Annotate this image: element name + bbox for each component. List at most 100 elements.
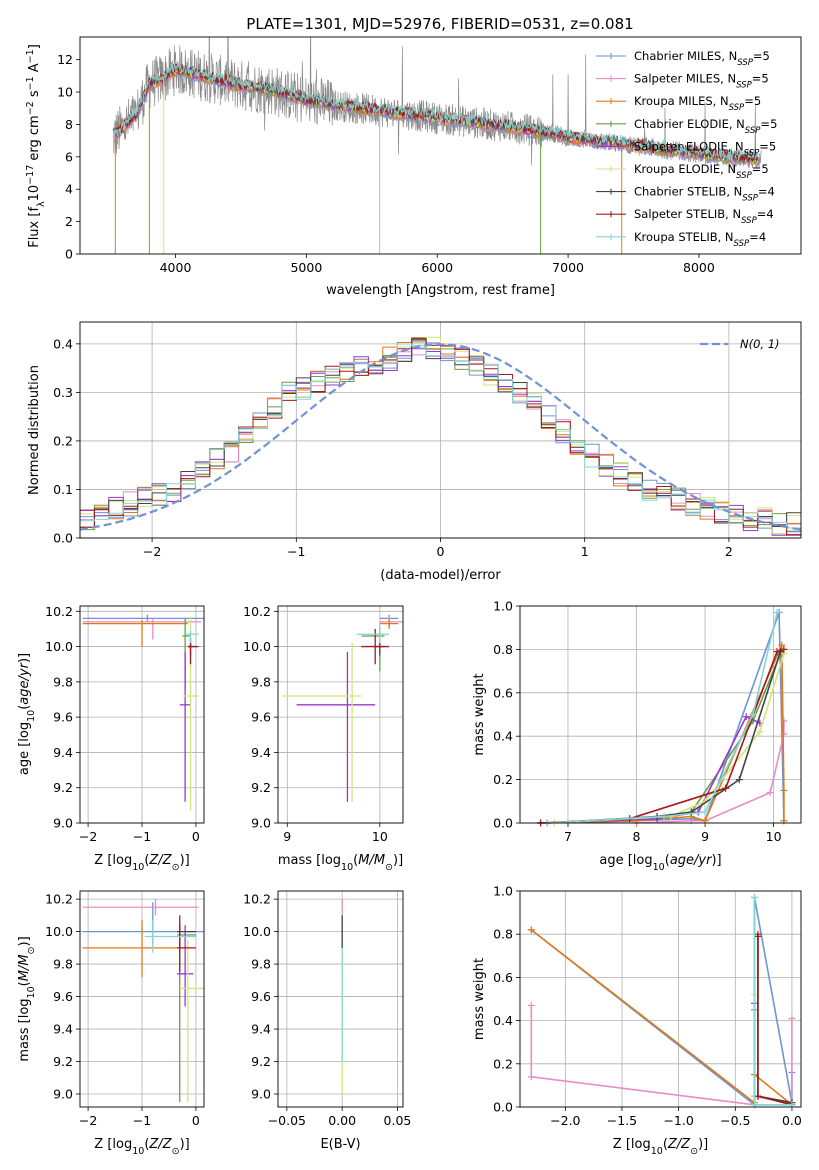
y-tick-label: 9.2	[53, 1054, 73, 1069]
y-axis-label: Normed distribution	[27, 365, 42, 495]
y-axis-label-part: ]	[27, 44, 42, 49]
legend-nssp-prefix: , N	[720, 162, 736, 176]
legend-label: Salpeter ELODIE, NSSP=5	[634, 139, 776, 158]
error-bar-point	[356, 625, 390, 644]
axes-frame	[79, 890, 205, 1108]
y-tick-label: 0.2	[493, 1056, 513, 1071]
y-tick-label: 9.4	[53, 745, 73, 760]
y-axis-label-part: )]	[17, 653, 32, 663]
legend-label: Salpeter MILES, NSSP=5	[634, 72, 769, 91]
x-axis-label-part: (	[353, 853, 358, 868]
y-tick-label: 10.0	[243, 924, 271, 939]
y-axis-label-part: −1	[25, 76, 36, 90]
weight-point-marker	[788, 1014, 796, 1022]
legend-nssp-equals: =	[759, 139, 769, 153]
x-axis-label-part: Z [log	[94, 1137, 132, 1152]
error-bar-point	[177, 925, 194, 1007]
error-bar-point	[296, 651, 376, 802]
error-bar-point	[179, 651, 191, 802]
x-tick-label: −0.5	[720, 1113, 750, 1128]
y-tick-label: 9.4	[251, 1022, 271, 1037]
x-axis-label-part: ⊙	[690, 1146, 698, 1157]
y-tick-label: 9.8	[251, 957, 271, 972]
y-tick-label: 0.0	[493, 1100, 513, 1115]
x-tick-label: 4000	[160, 260, 192, 275]
error-bar-point	[82, 614, 204, 622]
axes-frame	[79, 36, 802, 255]
x-axis-label: wavelength [Angstrom, rest frame]	[326, 283, 555, 298]
x-axis-label-part: M/M	[358, 853, 385, 868]
y-axis-label-part: −1	[25, 49, 36, 63]
mass-vs-ebv-panel: −0.05 0.00 0.05 9.0 9.2 9.4 9.6 9.8 10.0 10.2 E(B-…	[243, 890, 412, 1152]
y-tick-label: 4	[65, 182, 73, 197]
legend-nssp-value: 5	[770, 117, 777, 131]
y-tick-label: 10	[57, 85, 73, 100]
y-tick-label: 9.8	[53, 674, 73, 689]
y-tick-label: 9.4	[53, 1022, 73, 1037]
y-tick-label: 9.2	[251, 1054, 271, 1069]
x-tick-label: 0.05	[384, 1113, 412, 1128]
y-tick-label: 0.0	[53, 531, 73, 546]
x-axis-label-part: Z [log	[613, 1137, 651, 1152]
weight-point-marker	[766, 789, 774, 797]
legend-series-name: Kroupa STELIB	[634, 230, 718, 244]
x-axis-label: Z [log10(Z/Z⊙)]	[94, 853, 189, 873]
x-axis-label-part: )]	[180, 1137, 190, 1152]
legend-nssp-equals: =	[758, 185, 768, 199]
x-tick-label: 0	[192, 1113, 200, 1128]
legend-series-name: Salpeter MILES	[634, 72, 720, 86]
y-tick-label: 0.0	[493, 816, 513, 831]
normal-curve	[80, 343, 801, 531]
x-tick-label: −2.0	[550, 1113, 580, 1128]
legend-label: Kroupa STELIB, NSSP=4	[634, 230, 766, 249]
y-tick-label: 10.2	[45, 604, 73, 619]
y-tick-label: 9.4	[251, 745, 271, 760]
x-tick-label: −1	[287, 544, 305, 559]
legend-nssp-subscript: SSP	[736, 171, 752, 181]
error-bar-point	[179, 939, 204, 1103]
x-tick-label: 0	[192, 829, 200, 844]
weight-point-marker	[722, 784, 730, 792]
x-tick-label: 7000	[552, 260, 584, 275]
x-axis-label-part: )]	[698, 1137, 708, 1152]
x-tick-label: 8000	[683, 260, 715, 275]
x-tick-label: 8	[633, 829, 641, 844]
legend-label: Chabrier ELODIE, NSSP=5	[634, 117, 777, 136]
x-axis-label: Z [log10(Z/Z⊙)]	[613, 1137, 708, 1157]
y-tick-label: 0.2	[493, 772, 513, 787]
y-axis-label-part: erg cm	[27, 115, 42, 164]
legend-nssp-value: 5	[761, 72, 768, 86]
legend-nssp-subscript: SSP	[736, 81, 752, 91]
legend-nssp-value: 4	[768, 185, 775, 199]
error-bar-point	[144, 920, 196, 953]
legend-series-name: Kroupa ELODIE	[634, 162, 720, 176]
weight-point-marker	[780, 645, 788, 653]
weight-point-marker	[527, 1001, 535, 1009]
error-bar-point	[379, 618, 399, 629]
weight-point-marker	[749, 711, 757, 718]
residuals-panel: −2 −1 0 1 2 0.0 0.1 0.2 0.3 0.4 N(0, 1) (data-model…	[27, 321, 802, 583]
y-tick-label: 10.0	[243, 639, 271, 654]
y-axis-label-part: (	[17, 981, 32, 986]
legend-series-name: Chabrier STELIB	[634, 185, 726, 199]
legend-nssp-subscript: SSP	[741, 216, 757, 226]
y-tick-label: 6	[65, 149, 73, 164]
error-bar-point	[82, 920, 188, 978]
weight-point-marker	[780, 717, 788, 725]
x-axis-label-part: Z/Z	[148, 1137, 172, 1152]
legend-nssp-value: 5	[769, 139, 776, 153]
y-tick-label: 9.6	[251, 989, 271, 1004]
y-tick-label: 1.0	[493, 599, 513, 614]
x-axis-label: E(B-V)	[320, 1137, 360, 1152]
legend-series-name: Kroupa MILES	[634, 94, 713, 108]
x-tick-label: −2	[79, 1113, 97, 1128]
legend-nssp-subscript: SSP	[742, 194, 758, 204]
legend-nssp-equals: =	[757, 207, 767, 221]
weight-point-marker	[701, 808, 709, 816]
legend-nssp-prefix: , N	[728, 139, 744, 153]
x-axis-label-part: Z [log	[94, 853, 132, 868]
legend-label: Kroupa ELODIE, NSSP=5	[634, 162, 769, 181]
y-tick-label: 0.8	[493, 642, 513, 657]
